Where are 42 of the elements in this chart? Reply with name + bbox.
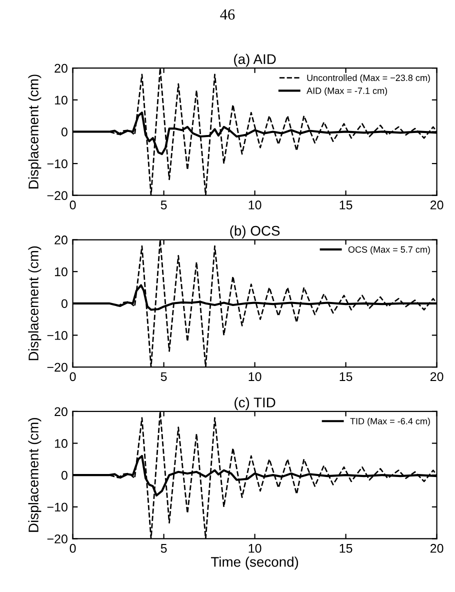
x-tick-label: 5 <box>160 200 167 210</box>
x-tick-label: 0 <box>70 200 76 210</box>
x-tick-label: 5 <box>160 544 167 553</box>
chart-title: (c) TID <box>234 397 276 410</box>
legend-label: TID (Max = -6.4 cm) <box>350 418 430 426</box>
y-tick-label: 10 <box>54 439 68 448</box>
y-tick-label: −10 <box>47 331 68 340</box>
x-tick-label: 20 <box>430 372 444 382</box>
x-tick-label: 0 <box>70 544 76 553</box>
chart-title: (a) AID <box>234 54 276 67</box>
y-tick-label: 0 <box>61 470 68 480</box>
y-tick-label: 0 <box>61 299 68 308</box>
legend-label: Uncontrolled (Max = −23.8 cm) <box>307 74 430 83</box>
x-tick-label: 10 <box>248 200 262 210</box>
x-tick-label: 15 <box>340 200 352 210</box>
x-tick-label: 10 <box>248 372 262 382</box>
y-tick-label: −10 <box>47 502 68 512</box>
x-tick-label: 20 <box>430 544 444 553</box>
x-tick-label: 0 <box>70 372 76 382</box>
chart-title: (b) OCS <box>230 226 280 238</box>
y-tick-label: 10 <box>54 96 68 105</box>
text: 46 <box>220 9 235 20</box>
y-tick-label: 20 <box>54 64 68 73</box>
x-axis-title: Time (second) <box>210 556 298 570</box>
y-tick-label: −10 <box>47 159 68 168</box>
y-tick-label: 10 <box>54 267 68 276</box>
y-tick-label: 20 <box>54 236 68 244</box>
y-tick-label: −20 <box>47 534 68 544</box>
y-tick-label: −20 <box>47 362 68 372</box>
y-tick-label: −20 <box>47 191 68 200</box>
y-axis-title: Displacement (cm) <box>28 74 42 188</box>
x-tick-label: 5 <box>160 372 167 382</box>
y-axis-title: Displacement (cm) <box>28 418 42 532</box>
y-tick-label: 20 <box>54 407 68 416</box>
x-tick-label: 15 <box>340 372 352 382</box>
legend-label: AID (Max = -7.1 cm) <box>306 87 388 96</box>
x-tick-label: 10 <box>248 544 262 553</box>
x-tick-label: 15 <box>340 544 352 553</box>
y-axis-title: Displacement (cm) <box>28 246 42 360</box>
legend-label: OCS (Max = 5.7 cm) <box>348 246 430 254</box>
x-tick-label: 20 <box>430 200 444 210</box>
y-tick-label: 0 <box>61 128 68 136</box>
